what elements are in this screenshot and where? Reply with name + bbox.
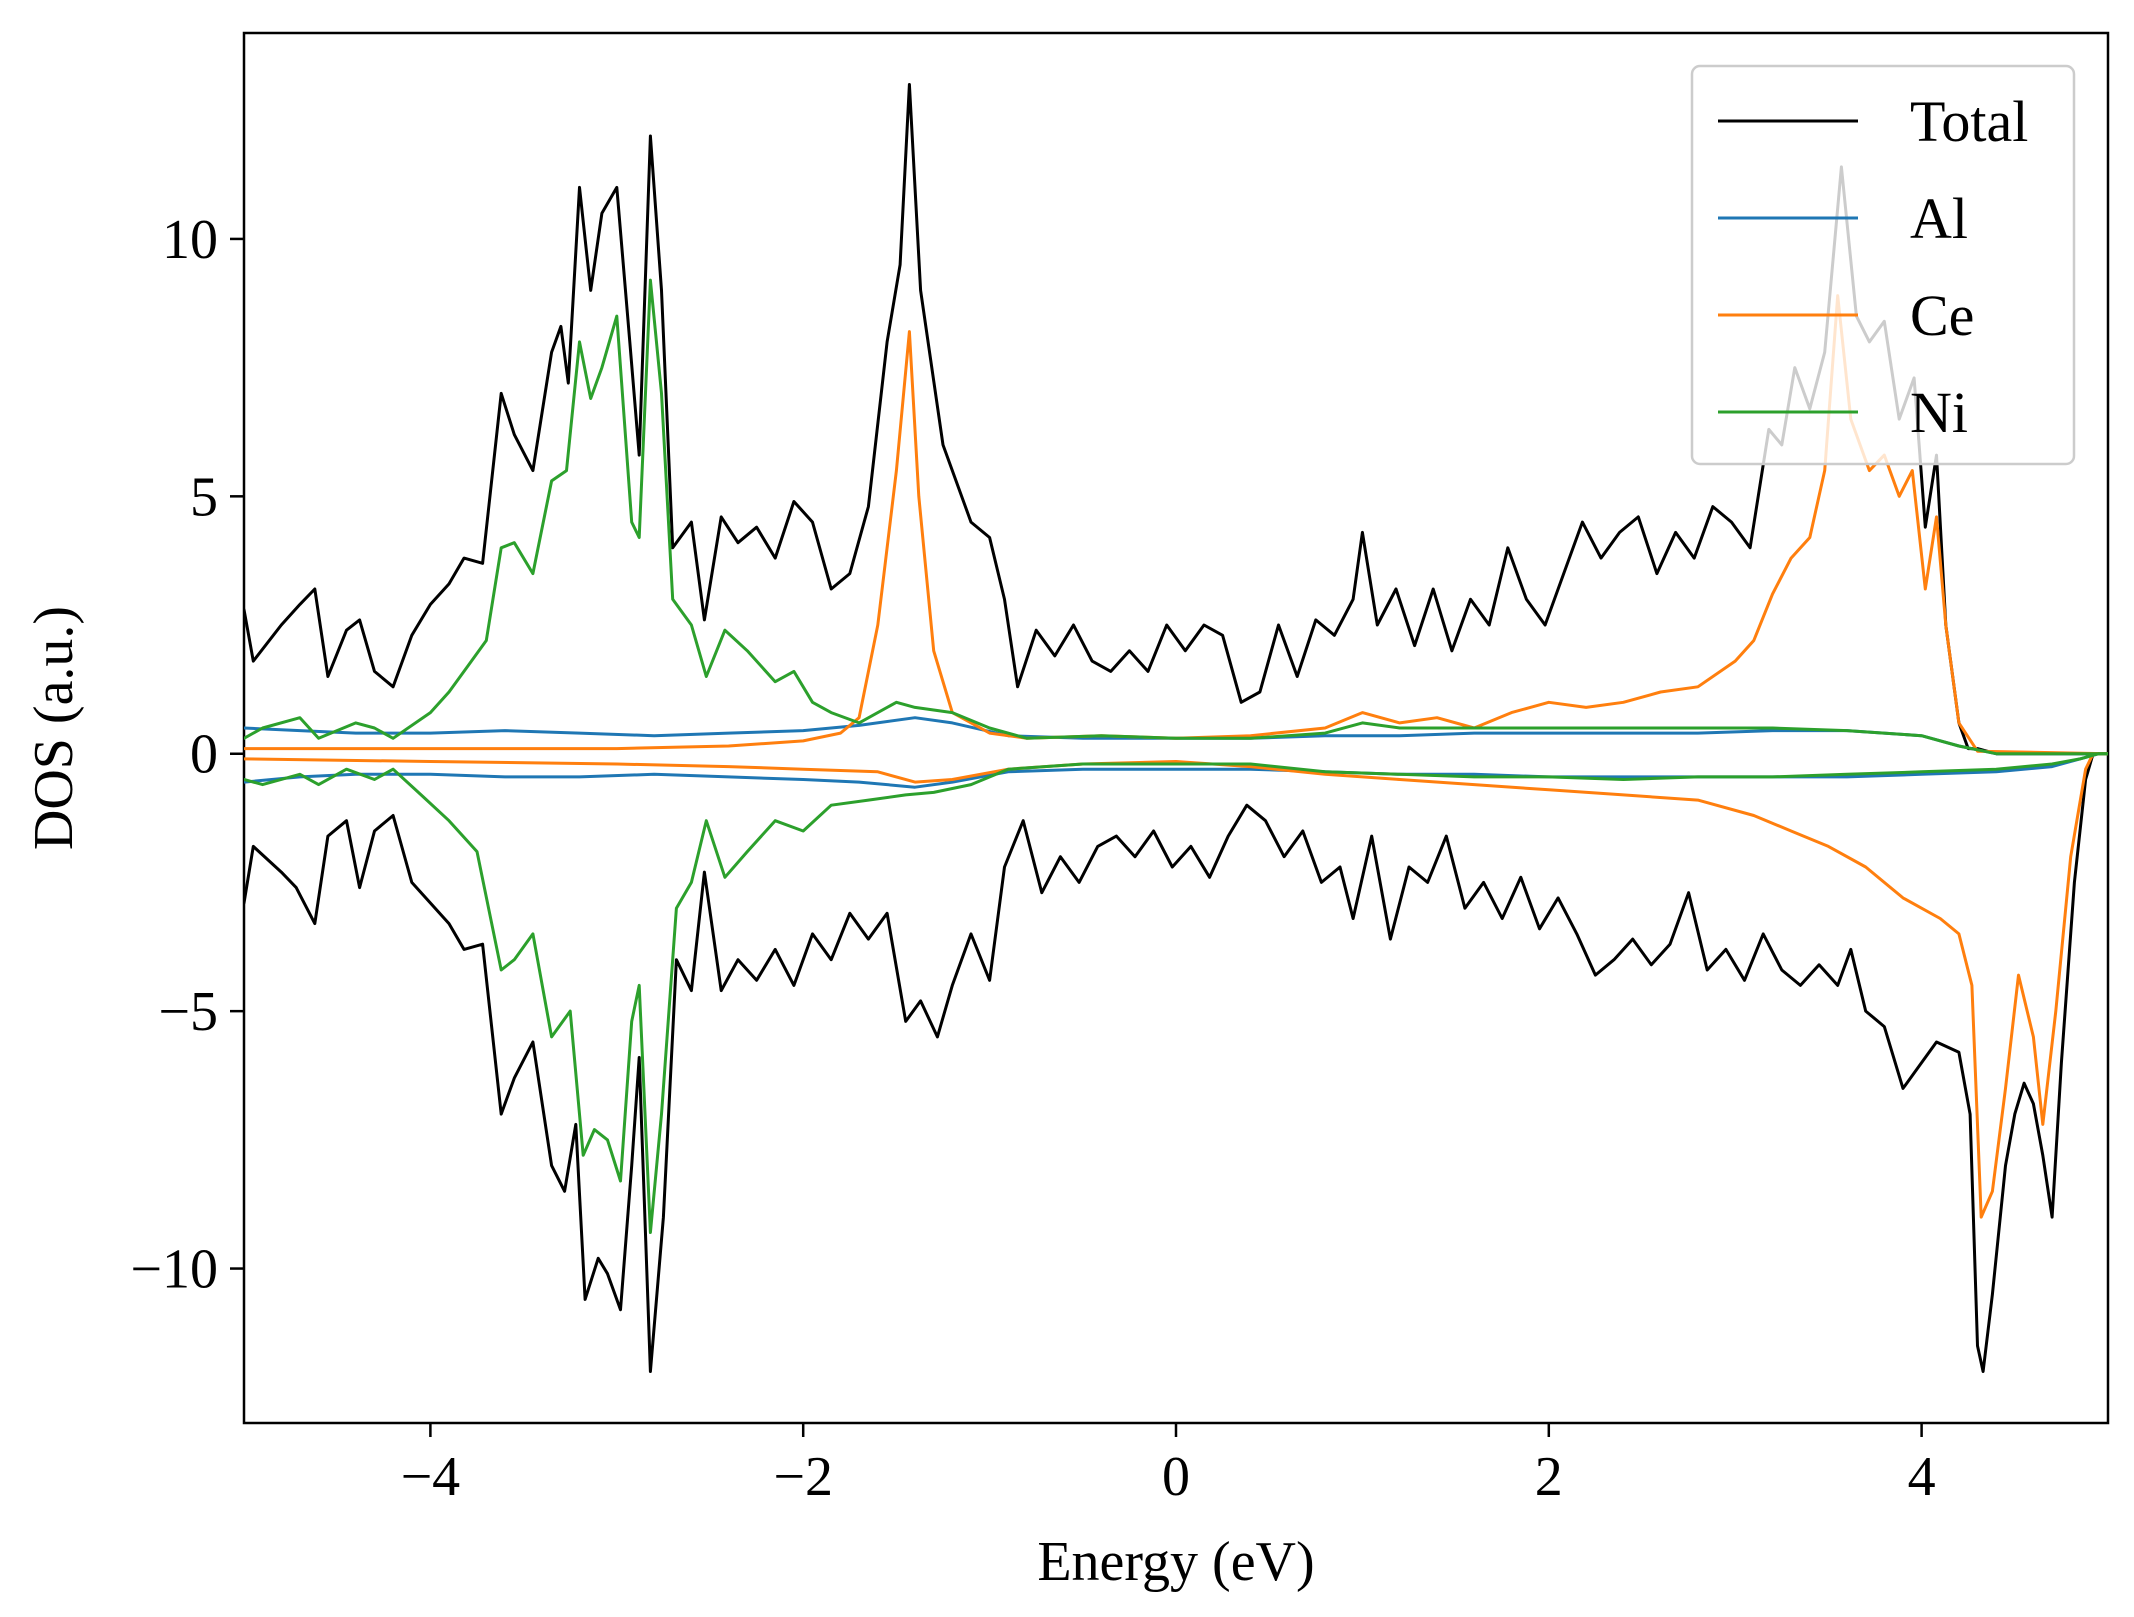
y-tick-label: −10 [130,1239,218,1301]
x-tick-label: 4 [1908,1446,1936,1508]
x-tick-label: 2 [1535,1446,1563,1508]
y-tick-label: 10 [162,209,218,271]
legend-box [1690,64,2076,466]
series-line-ce-up [244,294,2108,756]
y-tick-label: 0 [190,724,218,786]
series-line-total-down [244,752,2108,1373]
series-line-ni-down [244,752,2108,1234]
x-tick-label: 0 [1162,1446,1190,1508]
y-tick-label: 5 [190,466,218,528]
legend-label-al: Al [1910,186,1968,251]
x-tick-label: −2 [773,1446,833,1508]
y-axis-ticks: −10 −5 0 5 10 [130,209,244,1301]
legend-label-ni: Ni [1910,380,1968,445]
legend-label-ce: Ce [1910,283,1974,348]
x-axis-ticks: −4 −2 0 2 4 [401,1423,1936,1508]
y-tick-label: −5 [158,981,218,1043]
legend: Total Al Ce Ni [1690,64,2076,466]
series-line-ni-up [244,278,2108,756]
legend-label-total: Total [1910,89,2028,154]
series-line-ce-down [244,752,2108,1219]
x-axis-label: Energy (eV) [1037,1531,1314,1593]
y-axis-label: DOS (a.u.) [23,606,85,850]
series-line-al-down [244,752,2108,789]
x-tick-label: −4 [401,1446,461,1508]
